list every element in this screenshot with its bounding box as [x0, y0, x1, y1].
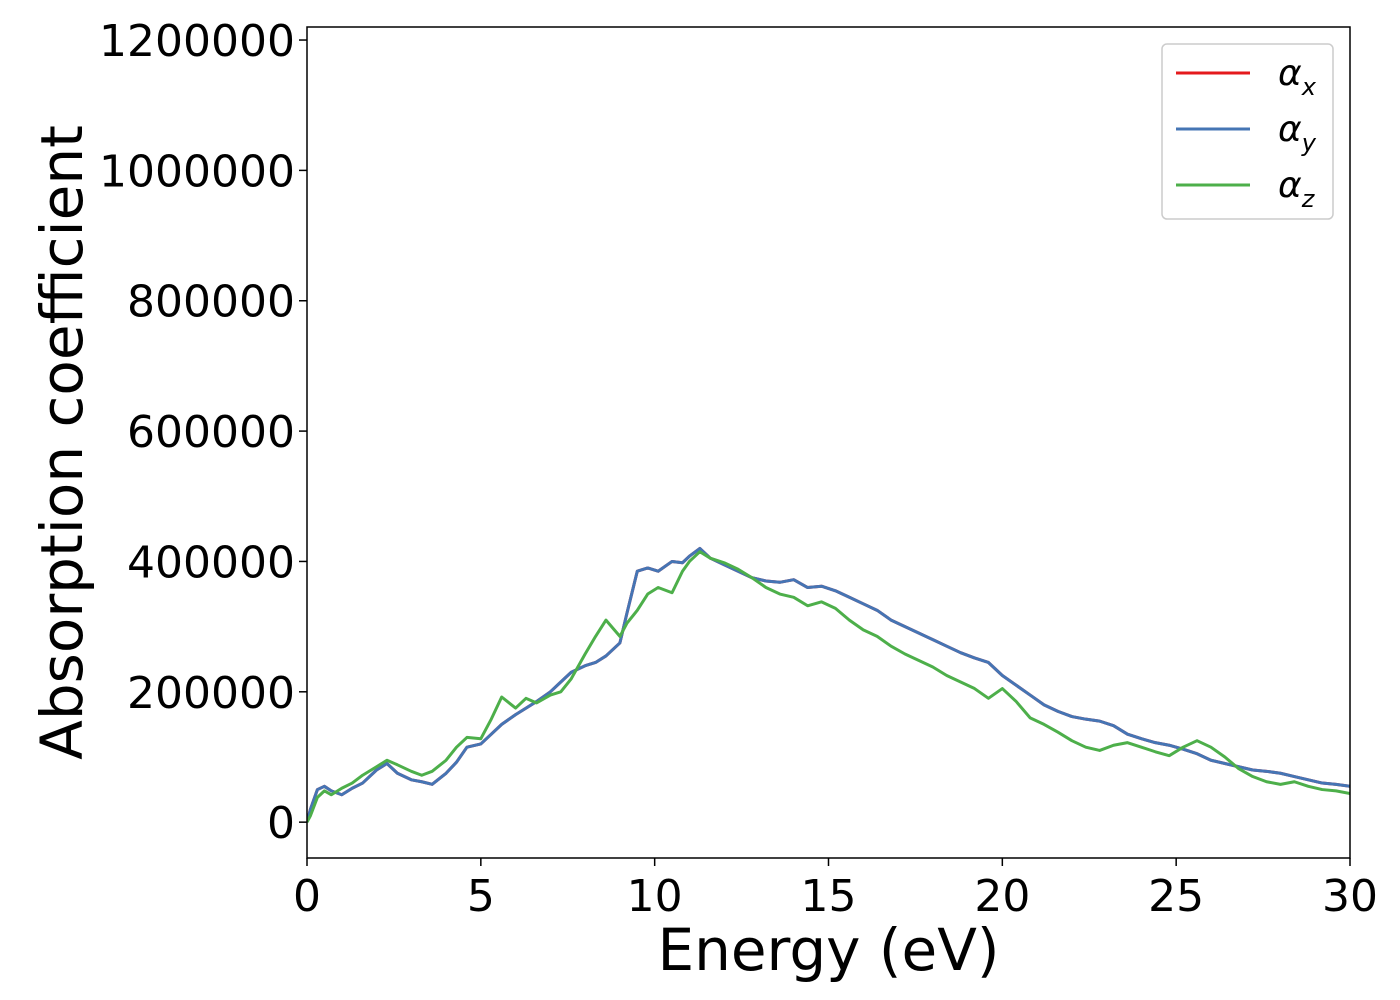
x-ticks: 0 5 10 15 20 25 30 — [293, 858, 1378, 922]
x-tick-label: 20 — [974, 871, 1030, 922]
legend-subscript: y — [1301, 129, 1317, 157]
x-tick-label: 10 — [627, 871, 683, 922]
x-axis-label: Energy (eV) — [657, 916, 999, 984]
x-tick-label: 30 — [1322, 871, 1378, 922]
y-tick-label: 1200000 — [99, 16, 295, 67]
legend-symbol: α — [1278, 165, 1302, 206]
x-tick-label: 25 — [1148, 871, 1204, 922]
legend-box — [1161, 43, 1334, 220]
series-line-z — [307, 550, 1350, 823]
y-tick-label: 600000 — [127, 407, 295, 458]
y-tick-label: 800000 — [127, 277, 295, 328]
y-axis-label: Absorption coefficient — [28, 125, 96, 760]
series-layer — [307, 546, 1350, 823]
legend-label-z: αz — [1278, 165, 1316, 213]
legend-subscript: x — [1301, 73, 1317, 101]
legend-label-y: αy — [1278, 109, 1317, 157]
x-tick-label: 0 — [293, 871, 321, 922]
y-tick-label: 200000 — [127, 668, 295, 719]
legend-subscript: z — [1301, 185, 1316, 213]
x-tick-label: 15 — [801, 871, 857, 922]
legend-symbol: α — [1278, 53, 1302, 94]
legend-symbol: α — [1278, 109, 1302, 150]
legend-label-x: αx — [1278, 53, 1317, 101]
y-tick-label: 400000 — [127, 537, 295, 588]
y-ticks: 0 200000 400000 600000 800000 1000000 1200000 — [99, 16, 307, 849]
series-line-y — [307, 546, 1350, 823]
x-tick-label: 5 — [467, 871, 495, 922]
y-tick-label: 1000000 — [99, 146, 295, 197]
y-tick-label: 0 — [267, 798, 295, 849]
